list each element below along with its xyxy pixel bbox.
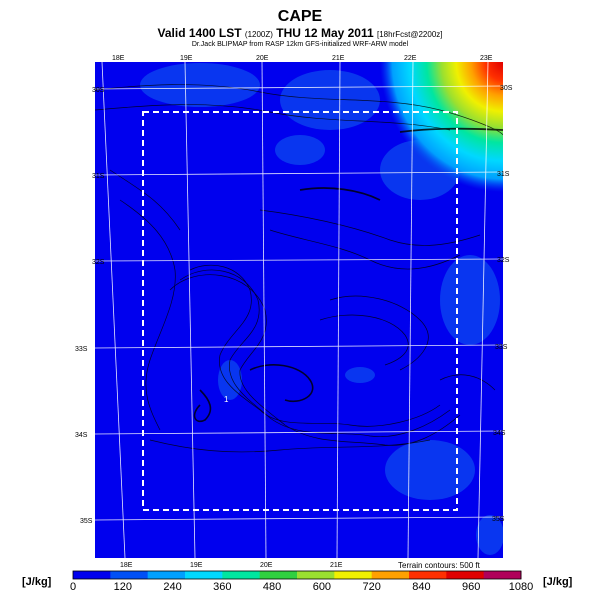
svg-text:21E: 21E (332, 55, 345, 62)
svg-text:33S: 33S (495, 344, 508, 351)
colorbar-label: 720 (362, 581, 381, 593)
colorbar (72, 570, 522, 580)
inner-domain-box (142, 111, 458, 511)
lon-labels-bottom: 18E 19E 20E 21E (120, 562, 343, 569)
colorbar-swatch (371, 571, 410, 579)
svg-text:18E: 18E (112, 55, 125, 62)
colorbar-label: 120 (113, 581, 132, 593)
colorbar-label: 840 (412, 581, 431, 593)
unit-left: [J/kg] (22, 576, 52, 588)
svg-text:35S: 35S (492, 516, 505, 523)
valid-main: Valid 1400 LST (157, 26, 242, 40)
high-cape-area (380, 62, 503, 192)
site-marker-label: 1 (224, 395, 229, 404)
colorbar-swatch (446, 571, 485, 579)
colorbar-swatch (259, 571, 298, 579)
svg-text:30S: 30S (92, 87, 105, 94)
svg-text:22E: 22E (404, 55, 417, 62)
svg-text:34S: 34S (75, 432, 88, 439)
colorbar-swatch (222, 571, 261, 579)
terrain-contour-note: Terrain contours: 500 ft (398, 561, 480, 570)
colorbar-swatch (185, 571, 223, 579)
svg-text:33S: 33S (75, 346, 88, 353)
valid-date: THU 12 May 2011 (276, 26, 374, 40)
svg-text:31S: 31S (92, 173, 105, 180)
colorbar-label: 600 (312, 581, 332, 593)
graticule (95, 62, 503, 558)
colorbar-label: 360 (213, 581, 232, 593)
svg-text:20E: 20E (256, 55, 269, 62)
svg-text:30S: 30S (500, 85, 513, 92)
valid-time: Valid 1400 LST (1200Z) THU 12 May 2011 [… (0, 26, 600, 40)
valid-utc: (1200Z) (244, 30, 273, 39)
svg-text:19E: 19E (180, 55, 193, 62)
colorbar-swatch (147, 571, 186, 579)
map-title: CAPE (277, 8, 323, 25)
svg-text:35S: 35S (80, 518, 93, 525)
colorbar-label: 240 (163, 581, 182, 593)
svg-text:32S: 32S (497, 257, 510, 264)
unit-right: [J/kg] (543, 576, 573, 588)
colorbar-swatch (483, 571, 522, 579)
source-line: Dr.Jack BLIPMAP from RASP 12km GFS-initi… (191, 41, 409, 48)
colorbar-outline (72, 570, 522, 580)
svg-text:23E: 23E (480, 55, 493, 62)
colorbar-label: 0 (69, 581, 77, 593)
lon-labels-top: 18E 19E 20E 21E 22E 23E (112, 55, 493, 62)
svg-text:19E: 19E (190, 562, 203, 569)
svg-text:31S: 31S (497, 171, 510, 178)
colorbar-swatch (409, 571, 447, 579)
svg-text:18E: 18E (120, 562, 133, 569)
svg-text:20E: 20E (260, 562, 273, 569)
svg-text:21E: 21E (330, 562, 343, 569)
lat-labels-right: 30S 31S 32S 33S 34S 35S (492, 85, 513, 523)
colorbar-label: 960 (462, 581, 481, 593)
lat-labels-left: 30S 31S 32S 33S 34S 35S (75, 87, 105, 525)
colorbar-swatch (110, 571, 149, 579)
forecast-tag: [18hrFcst@2200z] (377, 30, 443, 39)
colorbar-swatch (297, 571, 335, 579)
colorbar-label: 480 (262, 581, 282, 593)
colorbar-label: 1080 (508, 581, 534, 593)
colorbar-swatch (334, 571, 373, 579)
svg-text:34S: 34S (493, 430, 506, 437)
colorbar-swatch (73, 571, 111, 579)
svg-text:32S: 32S (92, 259, 105, 266)
light-cape-patches (140, 63, 503, 555)
